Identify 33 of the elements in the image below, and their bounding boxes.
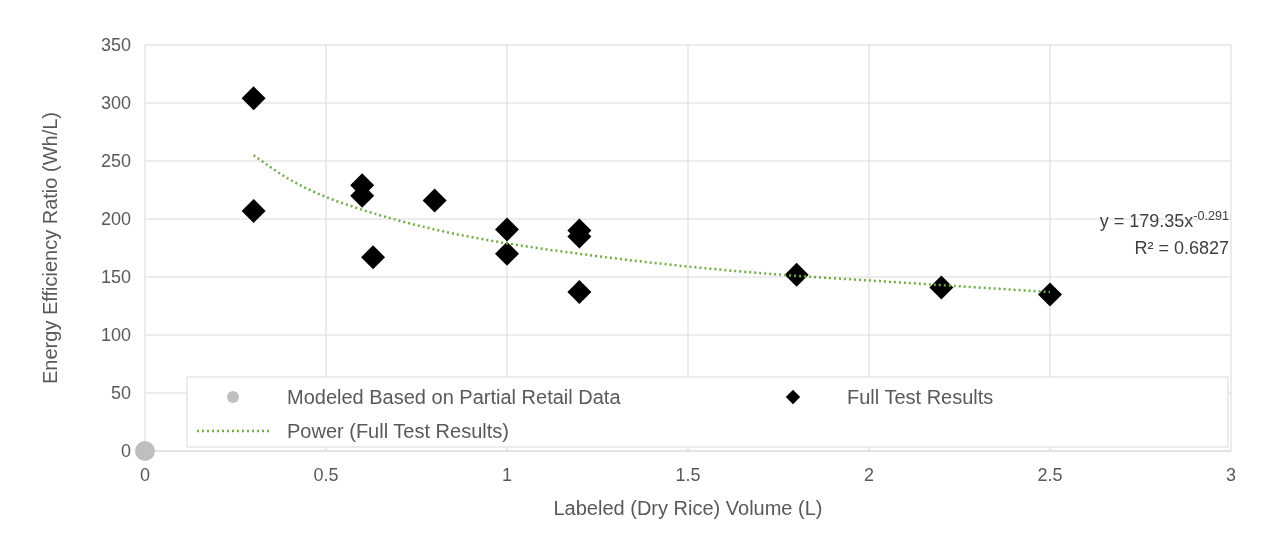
y-tick-label: 150 (100, 267, 131, 288)
point (495, 241, 519, 266)
y-tick-label: 200 (100, 209, 131, 230)
annotation: R² = 0.6827 (1134, 238, 1229, 258)
x-axis-title: Labeled (Dry Rice) Volume (L) (553, 497, 823, 519)
y-tick-label: 350 (100, 35, 131, 56)
point (784, 262, 809, 287)
legend-label: Full Test Results (847, 386, 994, 408)
x-tick-label: 2 (863, 465, 875, 485)
legend-label: Power (Full Test Results) (287, 420, 509, 442)
point (929, 275, 954, 300)
point (361, 245, 386, 270)
x-tick-label: 2.5 (1037, 465, 1063, 485)
y-tick-label: 100 (100, 325, 131, 346)
y-tick-label: 300 (100, 93, 131, 114)
x-tick-label: 0.5 (313, 465, 339, 485)
point (241, 86, 266, 111)
point (567, 280, 592, 305)
point (241, 198, 266, 223)
y-tick-label: 0 (120, 441, 131, 462)
y-tick-label: 50 (110, 383, 131, 404)
x-tick-label: 1 (501, 465, 513, 485)
x-tick-label: 0 (139, 465, 151, 485)
point (422, 188, 447, 213)
x-tick-label: 1.5 (675, 465, 701, 485)
y-axis-title: Energy Efficiency Ratio (Wh/L) (39, 112, 61, 384)
legend-label: Modeled Based on Partial Retail Data (287, 386, 622, 408)
y-tick-label: 250 (100, 151, 131, 172)
point (495, 217, 519, 242)
annotation: y = 179.35x$^{-0.291}$ (1099, 209, 1229, 231)
point (135, 441, 155, 461)
x-tick-label: 3 (1225, 465, 1237, 485)
point (1038, 282, 1062, 307)
